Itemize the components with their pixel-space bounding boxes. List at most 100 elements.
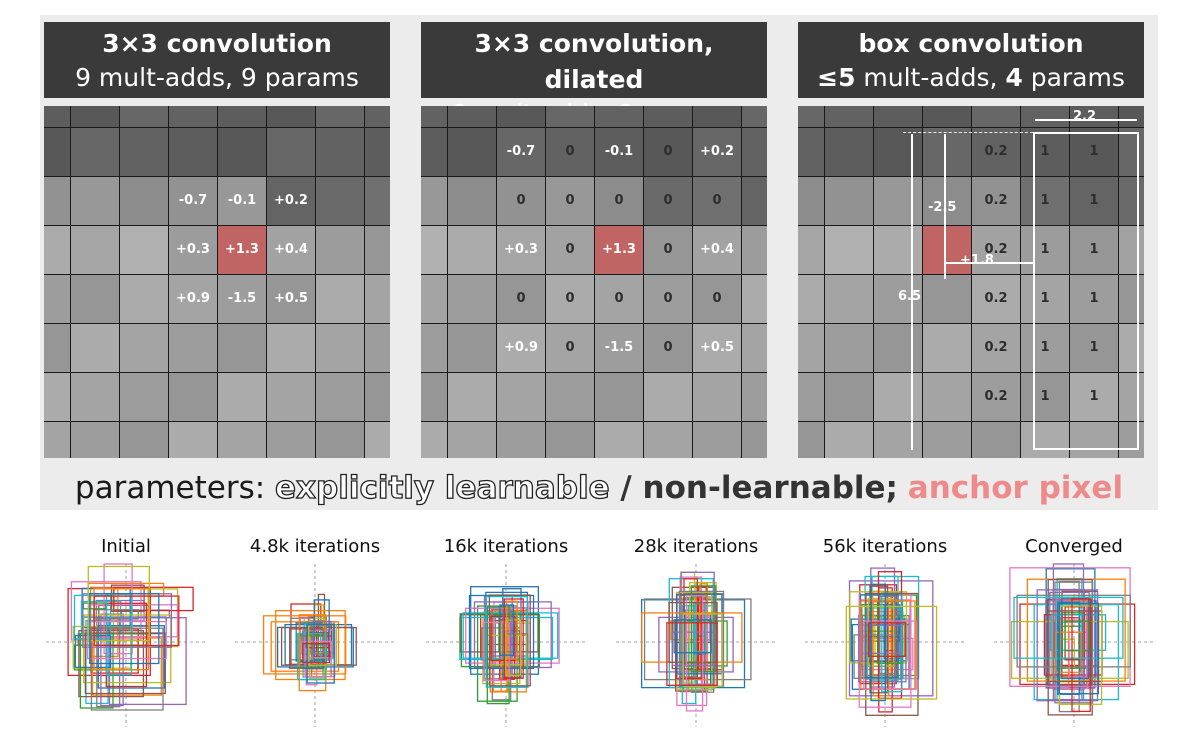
panel-3x3-convolution: 3×3 convolution 9 mult-adds, 9 params -0… (44, 22, 390, 458)
grid-cell (692, 421, 742, 458)
box-inner-weight: 1 (1040, 389, 1050, 404)
grid-cell (971, 274, 1021, 324)
grid-cell (1118, 106, 1144, 128)
box-filter-rect (867, 622, 906, 657)
grid-cell (1069, 421, 1119, 458)
zero-weight: 0 (565, 193, 575, 208)
grid-cell (421, 106, 448, 128)
box-filter-rect (1071, 598, 1091, 713)
box-filter-rect (90, 627, 164, 711)
grid-cell (119, 421, 169, 458)
box-filter-rect (687, 614, 711, 643)
kernel-weight: +0.4 (274, 242, 308, 257)
zero-weight: 0 (565, 144, 575, 159)
dimension-label: 2.2 (1073, 109, 1097, 124)
grid-cell (421, 323, 448, 373)
kernel-weight: +0.5 (274, 291, 308, 306)
grid-cell (70, 274, 120, 324)
offset-x-arrow (946, 262, 1033, 264)
grid-cell (741, 176, 767, 226)
grid-cell (421, 372, 448, 422)
grid-cell (44, 106, 71, 128)
grid-cell (44, 372, 71, 422)
box-filter-rect (488, 594, 531, 687)
box-filter-rect (313, 599, 330, 661)
grid-cell (119, 106, 169, 128)
kernel-weight: +0.2 (700, 144, 734, 159)
grid-cell (824, 176, 874, 226)
grid-cell (1118, 323, 1144, 373)
grid-cell (496, 372, 546, 422)
grid-cell (798, 274, 825, 324)
panel-box-convolution: box convolution ≤5 mult-adds, 4 params 0… (798, 22, 1144, 458)
box-filter-rect (93, 595, 180, 647)
box-edge-weight: 0.2 (984, 144, 1008, 159)
grid-cell (44, 176, 71, 226)
box-filter-rect (506, 600, 518, 660)
box-filter-rect (863, 620, 917, 690)
box-inner-weight: 1 (1089, 389, 1099, 404)
box-filter-rect (1058, 602, 1100, 695)
grid-cell (447, 274, 497, 324)
grid-cell (364, 176, 390, 226)
grid-cell (44, 127, 71, 177)
offset-y-arrow (944, 134, 946, 279)
legend-separator: / (609, 470, 643, 506)
box-filter-rect (673, 619, 712, 654)
box-inner-weight: 1 (1040, 340, 1050, 355)
zero-weight: 0 (712, 193, 722, 208)
box-filter-rect (84, 632, 166, 695)
panel-title: box convolution (858, 29, 1084, 58)
grid-cell (266, 323, 316, 373)
grid-cell (692, 274, 742, 324)
box-inner-weight: 1 (1089, 144, 1099, 159)
grid-cell (643, 372, 693, 422)
parameters-legend: parameters: explicitly learnable / non-l… (40, 466, 1158, 510)
box-edge-weight: 0.2 (984, 389, 1008, 404)
box-inner-weight: 1 (1040, 242, 1050, 257)
kernel-weight: +0.4 (700, 242, 734, 257)
box-edge-weight: 0.2 (984, 291, 1008, 306)
grid-cell (741, 323, 767, 373)
ops-prefix: ≤ (817, 63, 839, 92)
kernel-weight: +0.9 (504, 340, 538, 355)
grid-cell (1118, 421, 1144, 458)
grid-cell (421, 127, 448, 177)
grid-cell (70, 323, 120, 373)
zero-weight: 0 (516, 193, 526, 208)
grid-cell (692, 372, 742, 422)
grid-cell (922, 323, 972, 373)
grid-cell (421, 274, 448, 324)
zero-weight: 0 (663, 340, 673, 355)
grid-cell (364, 225, 390, 275)
grid-cell (315, 323, 365, 373)
iteration-title: 4.8k iterations (249, 536, 381, 557)
grid-cell (119, 176, 169, 226)
legend-anchor: anchor pixel (907, 470, 1124, 506)
grid-cell (315, 127, 365, 177)
grid-cell (168, 323, 218, 373)
panel-subtitle: ≤5 mult-adds, 4 params (798, 62, 1144, 94)
box-filter-rect (1036, 589, 1099, 702)
box-filter-rect (79, 633, 114, 709)
panel-header: 3×3 convolution 9 mult-adds, 9 params (44, 22, 390, 98)
grid-cell (315, 372, 365, 422)
box-inner-weight: 1 (1089, 291, 1099, 306)
panel-dilated-convolution: 3×3 convolution, dilated 9 mult-adds, 9 … (421, 22, 767, 458)
kernel-weight: +0.3 (176, 242, 210, 257)
grid-cell (971, 421, 1021, 458)
grid-cell (741, 106, 767, 128)
grid-cell (1069, 274, 1119, 324)
grid-cell (798, 323, 825, 373)
box-inner-weight: 1 (1089, 340, 1099, 355)
grid-cell (364, 274, 390, 324)
grid-cell (168, 127, 218, 177)
grid-cell (364, 372, 390, 422)
zero-weight: 0 (614, 193, 624, 208)
grid-cell (971, 225, 1021, 275)
box-filter-rect (682, 613, 723, 687)
grid-cell (315, 421, 365, 458)
grid-cell (824, 372, 874, 422)
box-filter-rect (74, 634, 112, 669)
grid-cell (545, 274, 595, 324)
